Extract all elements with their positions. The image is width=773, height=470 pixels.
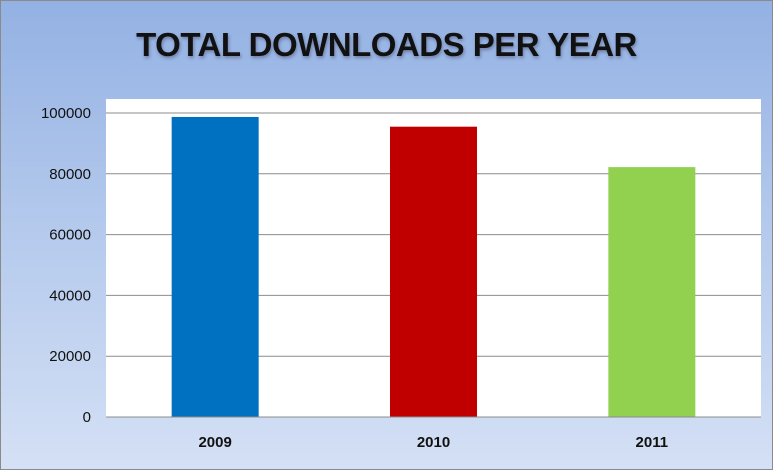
y-tick-label: 20000 xyxy=(49,348,91,365)
y-tick-label: 80000 xyxy=(49,166,91,183)
y-tick-label: 60000 xyxy=(49,227,91,244)
y-tick-label: 0 xyxy=(83,409,91,426)
y-axis-ticks: 0 20000 40000 60000 80000 100000 xyxy=(41,105,91,426)
chart-title: TOTAL DOWNLOADS PER YEAR xyxy=(136,26,637,63)
y-tick-label: 100000 xyxy=(41,105,91,122)
bar-2010 xyxy=(390,126,477,418)
bar-2011 xyxy=(608,167,696,417)
bar-2009 xyxy=(171,116,259,418)
x-axis-ticks: 2009 2010 2011 xyxy=(198,434,668,451)
x-tick-label: 2009 xyxy=(198,434,231,451)
x-tick-label: 2010 xyxy=(417,434,450,451)
x-tick-label: 2011 xyxy=(636,434,669,451)
bars xyxy=(171,116,696,418)
y-tick-label: 40000 xyxy=(49,287,91,304)
